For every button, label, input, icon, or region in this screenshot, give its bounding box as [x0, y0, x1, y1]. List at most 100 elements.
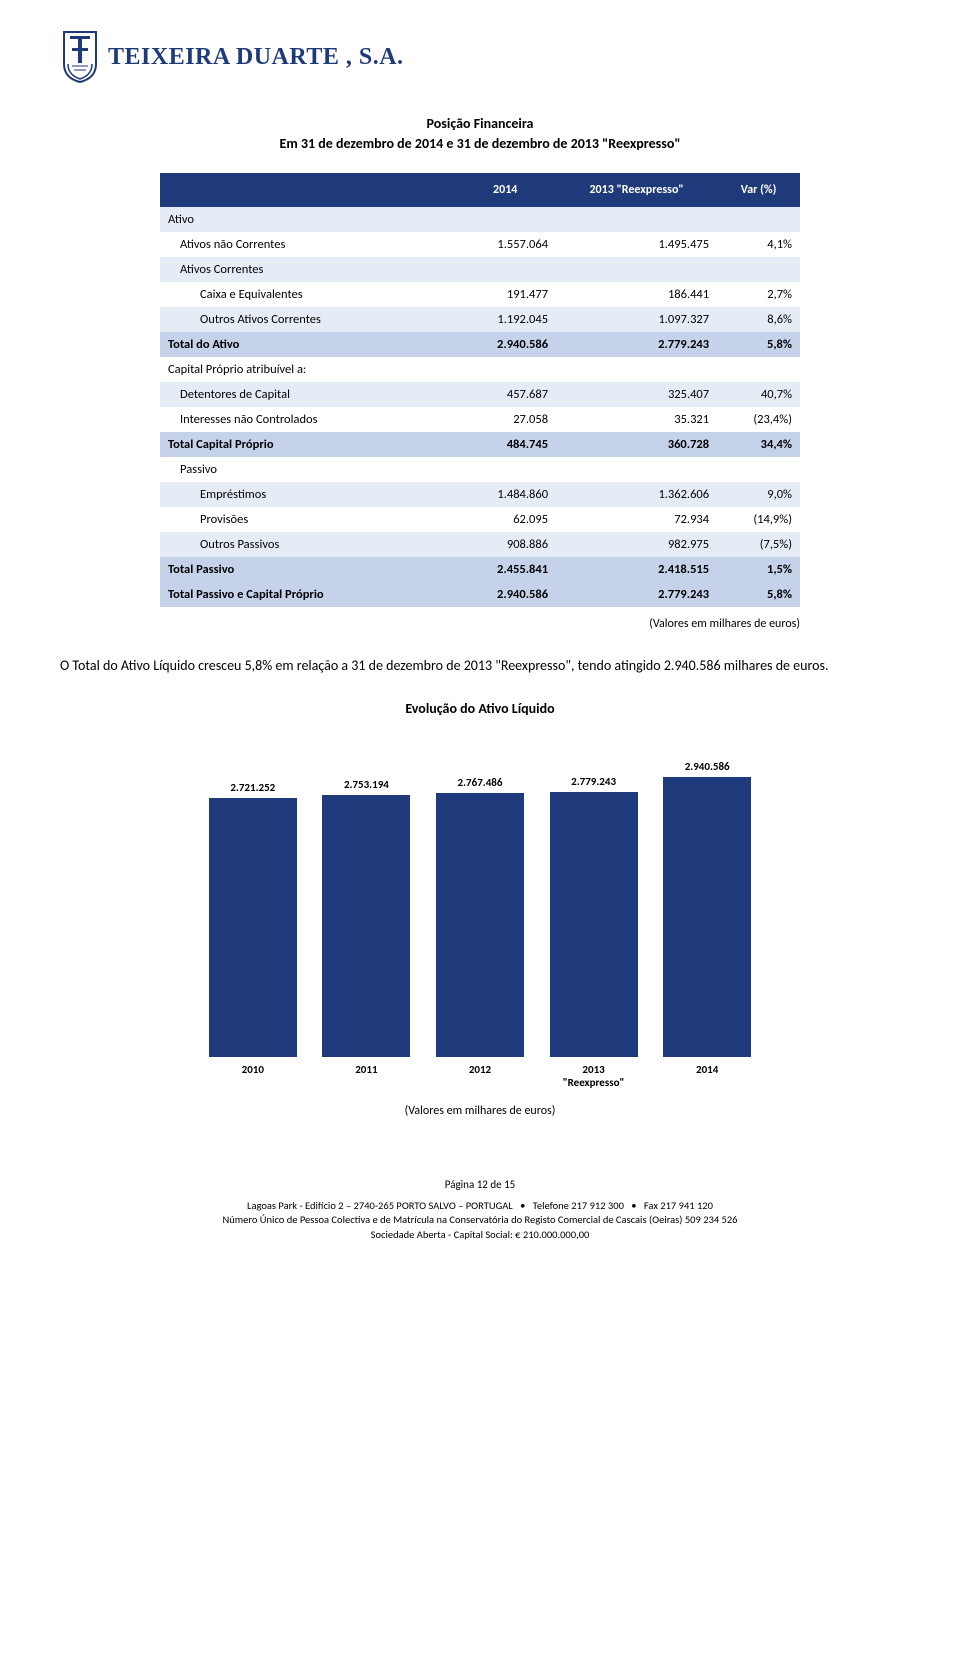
row-value: 72.934 — [556, 507, 717, 532]
row-value: 5,8% — [717, 582, 800, 607]
row-value: 5,8% — [717, 332, 800, 357]
page-number: Página 12 de 15 — [60, 1178, 900, 1191]
table-row: Outros Ativos Correntes1.192.0451.097.32… — [160, 307, 800, 332]
row-value: (14,9%) — [717, 507, 800, 532]
row-value: 1,5% — [717, 557, 800, 582]
row-value: (7,5%) — [717, 532, 800, 557]
table-row: Total do Ativo2.940.5862.779.2435,8% — [160, 332, 800, 357]
table-row: Outros Passivos908.886982.975(7,5%) — [160, 532, 800, 557]
logo: TEIXEIRA DUARTE , S.A. — [60, 30, 900, 84]
logo-text: TEIXEIRA DUARTE , S.A. — [108, 44, 404, 71]
chart-bar: 2.721.252 — [200, 781, 306, 1057]
row-value — [717, 207, 800, 232]
th-2013: 2013 "Reexpresso" — [556, 173, 717, 207]
row-label: Total Passivo — [160, 557, 454, 582]
row-value: 457.687 — [454, 382, 556, 407]
row-label: Total Capital Próprio — [160, 432, 454, 457]
th-var: Var (%) — [717, 173, 800, 207]
table-caption: (Valores em milhares de euros) — [160, 617, 800, 631]
row-value: 40,7% — [717, 382, 800, 407]
table-row: Ativos não Correntes1.557.0641.495.4754,… — [160, 232, 800, 257]
financial-position-table: 2014 2013 "Reexpresso" Var (%) AtivoAtiv… — [160, 173, 800, 607]
table-row: Ativo — [160, 207, 800, 232]
table-row: Capital Próprio atribuível a: — [160, 357, 800, 382]
row-label: Ativos Correntes — [160, 257, 454, 282]
row-label: Interesses não Controlados — [160, 407, 454, 432]
row-value — [556, 207, 717, 232]
bar-value-label: 2.721.252 — [230, 781, 275, 794]
row-value — [556, 257, 717, 282]
table-row: Detentores de Capital457.687325.40740,7% — [160, 382, 800, 407]
row-label: Ativos não Correntes — [160, 232, 454, 257]
table-row: Passivo — [160, 457, 800, 482]
th-blank — [160, 173, 454, 207]
row-value: 982.975 — [556, 532, 717, 557]
row-value: 1.362.606 — [556, 482, 717, 507]
table-row: Total Capital Próprio484.745360.72834,4% — [160, 432, 800, 457]
row-label: Total Passivo e Capital Próprio — [160, 582, 454, 607]
asset-evolution-chart: 2.721.252 2.753.194 2.767.486 2.779.243 2.94… — [200, 747, 760, 1089]
bar-rect — [436, 793, 524, 1057]
row-value: 27.058 — [454, 407, 556, 432]
axis-label: 2013"Reexpresso" — [541, 1063, 647, 1089]
row-value: 1.192.045 — [454, 307, 556, 332]
chart-bar: 2.767.486 — [427, 776, 533, 1057]
row-value — [556, 457, 717, 482]
row-value: 34,4% — [717, 432, 800, 457]
row-value: 1.495.475 — [556, 232, 717, 257]
row-value: 4,1% — [717, 232, 800, 257]
row-label: Ativo — [160, 207, 454, 232]
table-row: Total Passivo2.455.8412.418.5151,5% — [160, 557, 800, 582]
row-value: 2.418.515 — [556, 557, 717, 582]
bar-value-label: 2.779.243 — [571, 775, 616, 788]
axis-label: 2010 — [200, 1063, 306, 1089]
title-line-1: Posição Financeira — [60, 114, 900, 134]
row-value: 2.455.841 — [454, 557, 556, 582]
row-value — [717, 457, 800, 482]
chart-bar: 2.779.243 — [541, 775, 647, 1057]
footer-line-3: Sociedade Aberta - Capital Social: € 210… — [60, 1228, 900, 1243]
row-label: Capital Próprio atribuível a: — [160, 357, 454, 382]
footer-line-1: Lagoas Park - Edifício 2 – 2740-265 PORT… — [60, 1199, 900, 1214]
row-label: Empréstimos — [160, 482, 454, 507]
shield-icon — [60, 30, 100, 84]
row-label: Outros Ativos Correntes — [160, 307, 454, 332]
title-line-2: Em 31 de dezembro de 2014 e 31 de dezemb… — [60, 134, 900, 154]
row-label: Caixa e Equivalentes — [160, 282, 454, 307]
row-value: 9,0% — [717, 482, 800, 507]
row-value: 8,6% — [717, 307, 800, 332]
row-value: 2.940.586 — [454, 582, 556, 607]
row-value: 186.441 — [556, 282, 717, 307]
bar-rect — [322, 795, 410, 1057]
row-value: 1.097.327 — [556, 307, 717, 332]
row-value — [717, 257, 800, 282]
footer-line-2: Número Único de Pessoa Colectiva e de Ma… — [60, 1213, 900, 1228]
row-value — [717, 357, 800, 382]
bullet-icon: • — [631, 1199, 636, 1212]
table-row: Empréstimos1.484.8601.362.6069,0% — [160, 482, 800, 507]
body-paragraph: O Total do Ativo Líquido cresceu 5,8% em… — [60, 655, 900, 676]
row-value: 1.484.860 — [454, 482, 556, 507]
row-label: Total do Ativo — [160, 332, 454, 357]
bar-rect — [663, 777, 751, 1057]
page-title: Posição Financeira Em 31 de dezembro de … — [60, 114, 900, 153]
row-value: 35.321 — [556, 407, 717, 432]
row-label: Passivo — [160, 457, 454, 482]
bar-rect — [550, 792, 638, 1057]
chart-bar: 2.753.194 — [314, 778, 420, 1057]
row-value — [556, 357, 717, 382]
bar-value-label: 2.753.194 — [344, 778, 389, 791]
row-value: 2,7% — [717, 282, 800, 307]
row-label: Outros Passivos — [160, 532, 454, 557]
table-row: Interesses não Controlados27.05835.321(2… — [160, 407, 800, 432]
row-value: (23,4%) — [717, 407, 800, 432]
row-value — [454, 257, 556, 282]
row-value: 484.745 — [454, 432, 556, 457]
bar-value-label: 2.940.586 — [685, 760, 730, 773]
row-value: 62.095 — [454, 507, 556, 532]
row-value: 360.728 — [556, 432, 717, 457]
page-footer: Lagoas Park - Edifício 2 – 2740-265 PORT… — [60, 1199, 900, 1243]
axis-label: 2012 — [427, 1063, 533, 1089]
table-row: Ativos Correntes — [160, 257, 800, 282]
row-value: 2.779.243 — [556, 332, 717, 357]
